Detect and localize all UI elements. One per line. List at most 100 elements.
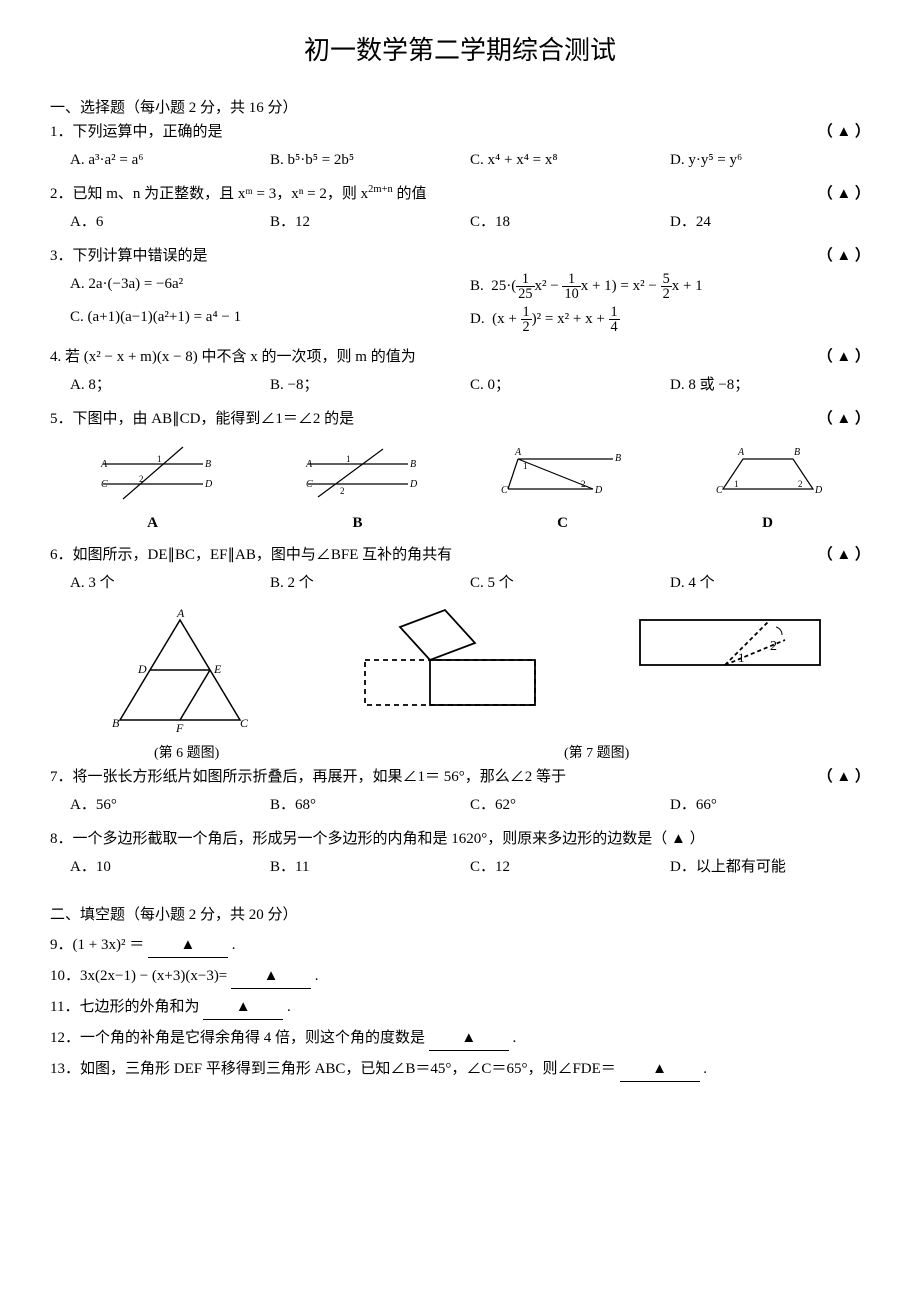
svg-text:C: C — [716, 485, 723, 496]
svg-text:A: A — [514, 447, 522, 458]
q3-opt-b: B. 25·(125x² − 110x + 1) = x² − 52x + 1 — [470, 272, 870, 302]
q2-opt-b: B．12 — [270, 210, 470, 234]
q7: 7．将一张长方形纸片如图所示折叠后，再展开，如果∠1＝ 56°，那么∠2 等于 … — [50, 765, 870, 789]
svg-text:A: A — [737, 447, 745, 458]
answer-marker: （ ▲ ） — [818, 244, 870, 268]
fill-blank: ▲ — [620, 1057, 700, 1082]
q5-fig-d: A B C D 1 2 D — [698, 439, 838, 535]
svg-text:1: 1 — [523, 461, 528, 471]
q12-stem: 12．一个角的补角是它得余角得 4 倍，则这个角的度数是 — [50, 1030, 425, 1046]
q3-opt-d: D. (x + 12)² = x² + x + 14 — [470, 305, 870, 335]
svg-text:B: B — [205, 459, 211, 470]
period: . — [513, 1030, 517, 1046]
q2-stem-a: 2．已知 m、n 为正整数，且 xᵐ = 3，xⁿ = 2，则 x — [50, 186, 368, 202]
fig-captions: (第 6 题图) (第 7 题图) — [50, 743, 870, 765]
q8-opt-a: A．10 — [70, 855, 270, 879]
q7-opt-c: C．62° — [470, 793, 670, 817]
q12: 12．一个角的补角是它得余角得 4 倍，则这个角的度数是 ▲ . — [50, 1026, 870, 1051]
q8-stem: 8．一个多边形截取一个角后，形成另一个多边形的内角和是 1620°，则原来多边形… — [50, 827, 870, 851]
q5-stem: 5．下图中，由 AB∥CD，能得到∠1＝∠2 的是 — [50, 407, 354, 431]
fill-blank: ▲ — [203, 995, 283, 1020]
section-2-header: 二、填空题（每小题 2 分，共 20 分） — [50, 903, 870, 927]
q1-opt-d: D. y·y⁵ = y⁶ — [670, 148, 870, 172]
q8-opt-b: B．11 — [270, 855, 470, 879]
q5-label-c: C — [493, 511, 633, 535]
period: . — [287, 999, 291, 1015]
q5-fig-c: A B C D 1 2 C — [493, 439, 633, 535]
q4-opt-c: C. 0； — [470, 373, 670, 397]
q4-opt-a: A. 8； — [70, 373, 270, 397]
q9: 9．(1 + 3x)² ＝ ▲ . — [50, 933, 870, 958]
answer-marker: （ ▲ ） — [818, 120, 870, 144]
q7-opt-a: A．56° — [70, 793, 270, 817]
q6-opt-a: A. 3 个 — [70, 571, 270, 595]
fill-blank: ▲ — [148, 933, 228, 958]
answer-marker: （ ▲ ） — [818, 182, 870, 206]
q4-options: A. 8； B. −8； C. 0； D. 8 或 −8； — [70, 373, 870, 397]
q5-figures: A B C D 1 2 A A B C D 1 2 B A B C D — [50, 439, 870, 535]
q10-stem: 10．3x(2x−1) − (x+3)(x−3)= — [50, 968, 227, 984]
svg-text:A: A — [100, 459, 108, 470]
q7-stem: 7．将一张长方形纸片如图所示折叠后，再展开，如果∠1＝ 56°，那么∠2 等于 — [50, 765, 566, 789]
svg-text:A: A — [176, 606, 185, 620]
q2-stem: 2．已知 m、n 为正整数，且 xᵐ = 3，xⁿ = 2，则 x2m+n 的值 — [50, 182, 427, 206]
q3-stem: 3．下列计算中错误的是 — [50, 244, 208, 268]
q1-opt-a: A. a³·a² = a⁶ — [70, 148, 270, 172]
svg-text:2: 2 — [770, 639, 777, 654]
section-1-header: 一、选择题（每小题 2 分，共 16 分） — [50, 96, 870, 120]
q3-opt-a: A. 2a·(−3a) = −6a² — [70, 272, 470, 302]
q4-stem: 4. 若 (x² − x + m)(x − 8) 中不含 x 的一次项，则 m … — [50, 345, 416, 369]
q7-opt-d: D．66° — [670, 793, 870, 817]
q2-opt-a: A．6 — [70, 210, 270, 234]
svg-text:D: D — [594, 485, 603, 496]
q10: 10．3x(2x−1) − (x+3)(x−3)= ▲ . — [50, 964, 870, 989]
svg-text:C: C — [240, 716, 249, 730]
q1-options: A. a³·a² = a⁶ B. b⁵·b⁵ = 2b⁵ C. x⁴ + x⁴ … — [70, 148, 870, 172]
q7-fig-a — [350, 605, 550, 735]
q6-caption: (第 6 题图) — [50, 743, 323, 765]
q6-opt-c: C. 5 个 — [470, 571, 670, 595]
q6: 6．如图所示，DE∥BC，EF∥AB，图中与∠BFE 互补的角共有 （ ▲ ） — [50, 543, 870, 567]
q6-options: A. 3 个 B. 2 个 C. 5 个 D. 4 个 — [70, 571, 870, 595]
q3: 3．下列计算中错误的是 （ ▲ ） — [50, 244, 870, 268]
q2-opt-d: D．24 — [670, 210, 870, 234]
q5-fig-a: A B C D 1 2 A — [83, 439, 223, 535]
svg-text:B: B — [615, 453, 621, 464]
q7-opt-b: B．68° — [270, 793, 470, 817]
q2-opt-c: C．18 — [470, 210, 670, 234]
q7-fig-b: 2 1 — [630, 605, 830, 735]
svg-text:B: B — [410, 459, 416, 470]
q11-stem: 11．七边形的外角和为 — [50, 999, 199, 1015]
answer-marker: （ ▲ ） — [818, 407, 870, 431]
svg-text:1: 1 — [346, 454, 351, 464]
q6-opt-b: B. 2 个 — [270, 571, 470, 595]
svg-text:B: B — [112, 716, 120, 730]
q11: 11．七边形的外角和为 ▲ . — [50, 995, 870, 1020]
svg-text:2: 2 — [139, 474, 144, 484]
svg-text:D: D — [814, 485, 823, 496]
q1-opt-b: B. b⁵·b⁵ = 2b⁵ — [270, 148, 470, 172]
q3-row2: C. (a+1)(a−1)(a²+1) = a⁴ − 1 D. (x + 12)… — [70, 305, 870, 335]
svg-text:A: A — [305, 459, 313, 470]
q6-figures: A B C D E F 2 1 — [50, 605, 870, 735]
q8-options: A．10 B．11 C．12 D．以上都有可能 — [70, 855, 870, 879]
period: . — [315, 968, 319, 984]
page-title: 初一数学第二学期综合测试 — [50, 30, 870, 72]
q3-row1: A. 2a·(−3a) = −6a² B. 25·(125x² − 110x +… — [70, 272, 870, 302]
svg-text:C: C — [501, 485, 508, 496]
q2-stem-b: 的值 — [393, 186, 427, 202]
svg-text:1: 1 — [738, 650, 745, 665]
answer-marker: （ ▲ ） — [818, 765, 870, 789]
answer-marker: （ ▲ ） — [818, 345, 870, 369]
svg-text:C: C — [101, 479, 108, 490]
q2: 2．已知 m、n 为正整数，且 xᵐ = 3，xⁿ = 2，则 x2m+n 的值… — [50, 182, 870, 206]
svg-text:D: D — [409, 479, 418, 490]
period: . — [703, 1061, 707, 1077]
q3-opt-c: C. (a+1)(a−1)(a²+1) = a⁴ − 1 — [70, 305, 470, 335]
q1-opt-c: C. x⁴ + x⁴ = x⁸ — [470, 148, 670, 172]
period: . — [232, 937, 236, 953]
q4: 4. 若 (x² − x + m)(x − 8) 中不含 x 的一次项，则 m … — [50, 345, 870, 369]
q7-caption: (第 7 题图) — [323, 743, 870, 765]
svg-text:2: 2 — [798, 479, 803, 489]
fill-blank: ▲ — [231, 964, 311, 989]
